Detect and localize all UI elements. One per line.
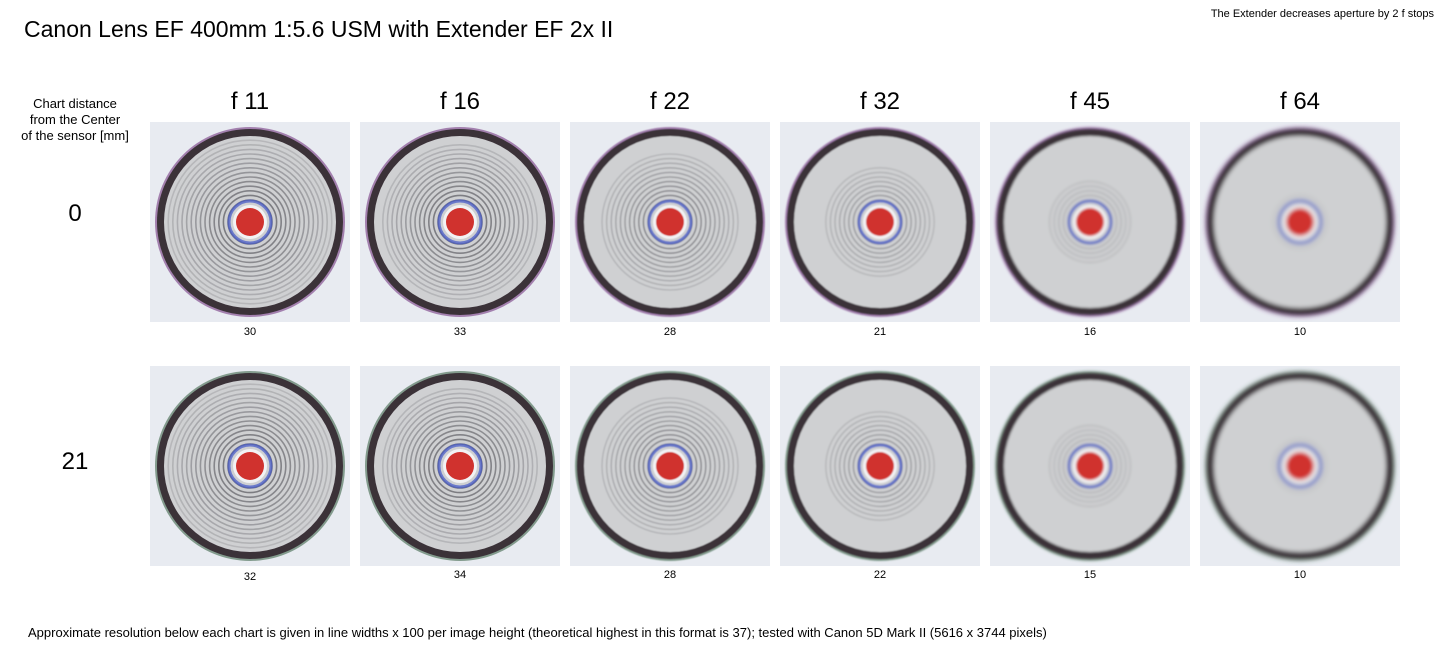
resolution-value: 10 [1293,569,1307,581]
test-chart-image [780,366,980,566]
test-chart-image [990,122,1190,322]
resolution-value: 15 [1083,569,1097,581]
row-label-21: 21 [61,448,89,475]
test-chart-image [570,366,770,566]
resolution-value: 21 [873,326,887,338]
resolution-value: 16 [1083,326,1097,338]
test-chart-image [1200,366,1400,566]
column-label-f16: f 16 [439,88,481,115]
row-label-0: 0 [68,200,82,227]
test-chart-image [150,122,350,322]
test-chart-image [990,366,1190,566]
row-header-line-3: of the sensor [mm] [21,128,129,143]
row-header-line-2: from the Center [29,112,121,127]
column-label-f22: f 22 [649,88,691,115]
test-chart-image [1200,122,1400,322]
resolution-value: 22 [873,569,887,581]
test-chart-image [780,122,980,322]
resolution-value: 10 [1293,326,1307,338]
extender-note: The Extender decreases aperture by 2 f s… [1210,8,1434,20]
resolution-value: 34 [453,569,467,581]
test-chart-image [360,366,560,566]
column-label-f45: f 45 [1069,88,1111,115]
page-title: Canon Lens EF 400mm 1:5.6 USM with Exten… [24,16,614,42]
footer-note: Approximate resolution below each chart … [28,625,1047,640]
column-label-f32: f 32 [859,88,901,115]
resolution-value: 30 [243,326,257,338]
row-header-line-1: Chart distance [33,96,117,111]
resolution-value: 28 [663,326,677,338]
resolution-value: 32 [243,571,257,583]
row-header: Chart distance from the Center of the se… [0,96,150,144]
test-chart-image [570,122,770,322]
resolution-value: 28 [663,569,677,581]
resolution-value: 33 [453,326,467,338]
column-label-f64: f 64 [1279,88,1321,115]
test-chart-image [150,366,350,566]
test-chart-image [360,122,560,322]
column-label-f11: f 11 [230,88,270,115]
